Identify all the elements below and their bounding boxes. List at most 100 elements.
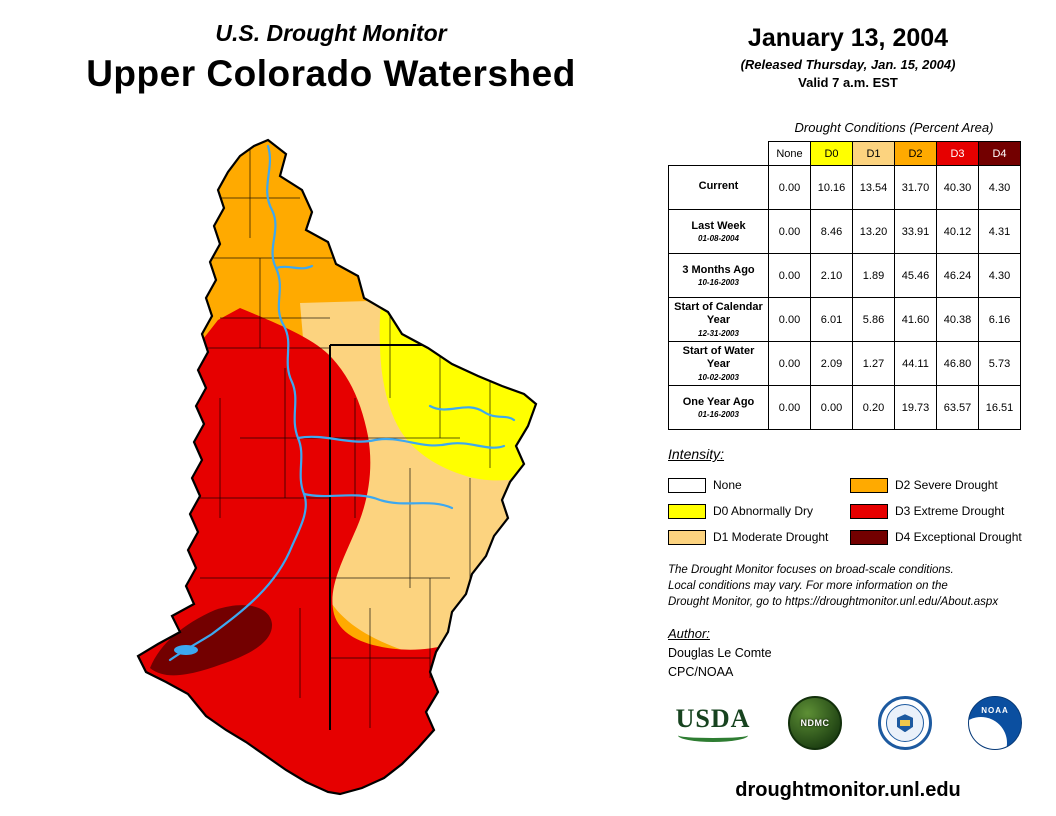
cell-value: 4.30 <box>978 165 1021 210</box>
legend-swatch-d3 <box>850 503 888 519</box>
release-date: (Released Thursday, Jan. 15, 2004) <box>740 57 956 72</box>
table-row: Last Week 01-08-2004 0.00 8.46 13.20 33.9… <box>668 209 1021 254</box>
table-row: 3 Months Ago 10-16-2003 0.00 2.10 1.89 45… <box>668 253 1021 298</box>
agency-logos: USDA NDMC NOAA <box>668 693 1028 753</box>
author-org: CPC/NOAA <box>668 665 734 680</box>
right-panel: January 13, 2004 (Released Thursday, Jan… <box>668 24 1028 802</box>
legend-label: D4 Exceptional Drought <box>895 530 1022 544</box>
row-date: 10-02-2003 <box>698 372 739 382</box>
col-none: None <box>768 141 811 166</box>
legend-swatch-d0 <box>668 503 706 519</box>
table-row: Start of Water Year 10-02-2003 0.00 2.09 … <box>668 341 1021 386</box>
intensity-legend: Intensity: None D0 Abnormally Dry D1 Mod… <box>668 446 1028 550</box>
usda-logo: USDA <box>674 704 752 743</box>
row-date: 12-31-2003 <box>698 328 739 338</box>
cell-value: 16.51 <box>978 385 1021 430</box>
cell-value: 1.89 <box>852 253 895 298</box>
watershed-outline <box>136 138 538 796</box>
legend-title: Intensity: <box>668 446 725 462</box>
cell-value: 13.54 <box>852 165 895 210</box>
disclaimer-text: The Drought Monitor focuses on broad-sca… <box>668 562 1028 610</box>
cell-value: 40.30 <box>936 165 979 210</box>
legend-label: D1 Moderate Drought <box>713 530 829 544</box>
legend-item-d1: D1 Moderate Drought <box>668 524 850 550</box>
commerce-seal-logo <box>878 696 932 751</box>
legend-label: D0 Abnormally Dry <box>713 504 814 518</box>
title-block: U.S. Drought Monitor Upper Colorado Wate… <box>36 20 626 95</box>
cell-value: 10.16 <box>810 165 853 210</box>
report-title: U.S. Drought Monitor <box>215 20 447 46</box>
cell-value: 0.00 <box>768 253 811 298</box>
cell-value: 1.27 <box>852 341 895 386</box>
row-label: Start of Water Year <box>682 345 755 370</box>
noaa-logo-text: NOAA <box>981 706 1009 716</box>
col-d3: D3 <box>936 141 979 166</box>
col-d0: D0 <box>810 141 853 166</box>
commerce-seal-inner <box>886 704 924 743</box>
cell-value: 44.11 <box>894 341 937 386</box>
cell-value: 33.91 <box>894 209 937 254</box>
watershed-title: Upper Colorado Watershed <box>86 53 576 94</box>
cell-value: 2.09 <box>810 341 853 386</box>
legend-item-d2: D2 Severe Drought <box>850 472 1028 498</box>
col-d1: D1 <box>852 141 895 166</box>
river-network <box>168 144 516 662</box>
cell-value: 6.01 <box>810 297 853 342</box>
watershed-map-svg <box>136 138 538 796</box>
cell-value: 6.16 <box>978 297 1021 342</box>
cell-value: 0.00 <box>768 209 811 254</box>
row-label: One Year Ago <box>682 395 755 408</box>
cell-value: 46.80 <box>936 341 979 386</box>
legend-item-none: None <box>668 472 850 498</box>
cell-value: 19.73 <box>894 385 937 430</box>
watershed-map <box>100 136 540 800</box>
d4-exceptional-region <box>150 605 273 676</box>
table-header-row: None D0 D1 D2 D3 D4 <box>668 141 1021 166</box>
disclaimer-line: Drought Monitor, go to https://droughtmo… <box>668 596 999 609</box>
row-label: Start of Calendar Year <box>674 301 763 326</box>
cell-value: 0.00 <box>768 341 811 386</box>
legend-label: None <box>713 478 742 492</box>
legend-label: D3 Extreme Drought <box>895 504 1005 518</box>
table-row: Start of Calendar Year 12-31-2003 0.00 6.… <box>668 297 1021 342</box>
author-name: Douglas Le Comte <box>668 646 772 661</box>
valid-time: Valid 7 a.m. EST <box>798 75 898 90</box>
legend-swatch-d2 <box>850 477 888 493</box>
table-corner-cell <box>668 141 769 166</box>
legend-swatch-d1 <box>668 529 706 545</box>
legend-swatch-d4 <box>850 529 888 545</box>
noaa-gull-icon <box>969 717 1007 750</box>
row-date: 10-16-2003 <box>698 278 739 288</box>
table-title: Drought Conditions (Percent Area) <box>794 120 994 135</box>
cell-value: 0.00 <box>768 165 811 210</box>
legend-swatch-none <box>668 477 706 493</box>
legend-item-d4: D4 Exceptional Drought <box>850 524 1028 550</box>
cell-value: 45.46 <box>894 253 937 298</box>
legend-item-d3: D3 Extreme Drought <box>850 498 1028 524</box>
cell-value: 2.10 <box>810 253 853 298</box>
cell-value: 8.46 <box>810 209 853 254</box>
website-url[interactable]: droughtmonitor.unl.edu <box>735 779 961 802</box>
usda-swoosh-icon <box>678 734 748 743</box>
row-date: 01-16-2003 <box>698 410 739 420</box>
cell-value: 31.70 <box>894 165 937 210</box>
row-label: Current <box>698 180 739 193</box>
table-row: One Year Ago 01-16-2003 0.00 0.00 0.20 19… <box>668 385 1021 430</box>
cell-value: 4.31 <box>978 209 1021 254</box>
cell-value: 0.00 <box>768 385 811 430</box>
ndmc-logo-text: NDMC <box>800 718 830 729</box>
drought-conditions-table: None D0 D1 D2 D3 D4 Current 0.00 10.16 1… <box>668 141 1021 430</box>
cell-value: 41.60 <box>894 297 937 342</box>
cell-value: 63.57 <box>936 385 979 430</box>
cell-value: 0.20 <box>852 385 895 430</box>
cell-value: 5.86 <box>852 297 895 342</box>
cell-value: 5.73 <box>978 341 1021 386</box>
cell-value: 0.00 <box>810 385 853 430</box>
author-heading: Author: <box>668 626 710 642</box>
date-block: January 13, 2004 (Released Thursday, Jan… <box>668 24 1028 90</box>
disclaimer-line: The Drought Monitor focuses on broad-sca… <box>668 564 954 576</box>
cell-value: 40.12 <box>936 209 979 254</box>
cell-value: 46.24 <box>936 253 979 298</box>
row-label: Last Week <box>691 219 746 232</box>
